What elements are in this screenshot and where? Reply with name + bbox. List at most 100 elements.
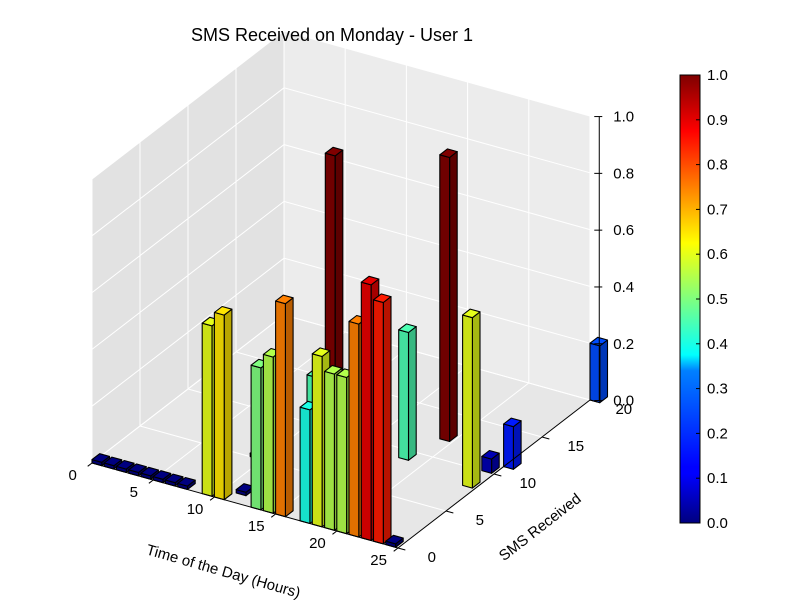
colorbar-tick-label: 0.0 [707,515,728,532]
colorbar-ticks: 0.0 0.1 0.2 0.3 0.4 0.5 0.6 0.7 0.8 0.9 1.0 [696,67,728,532]
y-tick-label: 15 [567,438,584,455]
bar-front [348,320,360,538]
bar [213,305,233,501]
bar-front [262,353,274,514]
bar-front [372,299,384,545]
y-tick-label: 10 [519,475,536,492]
y-axis-label: SMS Received [496,490,585,564]
z-tick-label: 0.8 [613,165,634,182]
bar [177,476,196,491]
bar [481,449,500,474]
bar [503,417,522,470]
bar-top [462,308,481,319]
x-tick-label: 15 [248,518,265,535]
colorbar-tick-label: 0.4 [707,336,728,353]
bar-top [503,417,522,428]
grid-line-z [91,144,591,293]
x-tick-label: 5 [130,484,138,501]
z-tick-label: 1.0 [613,109,634,126]
bar [439,148,458,443]
z-tick-label: 0.6 [613,222,634,239]
bar [589,336,609,404]
x-tick-mark [209,496,215,501]
colorbar-tick-label: 0.3 [707,381,728,398]
x-tick-mark [393,547,399,552]
colorbar-tick-label: 1.0 [707,67,728,84]
z-tick-label: 0.0 [613,393,634,410]
x-tick-mark [270,513,276,518]
bar-side [223,308,233,501]
colorbar-tick-label: 0.9 [707,112,728,129]
colorbar-tick-label: 0.6 [707,246,728,263]
x-tick-mark [148,479,154,484]
z-tick-label: 0.2 [613,336,634,353]
bar-front [201,322,213,497]
bar-side [407,326,417,461]
y-tick-mark [397,547,406,551]
bar-front [398,329,410,461]
bars-layer [91,146,609,548]
bar-top [91,453,111,463]
bar-top [164,473,184,484]
bar [462,308,481,489]
bar-front [213,311,225,501]
y-tick-mark [541,436,550,440]
bar-top [372,293,392,304]
bar-front [311,353,323,528]
bar [398,323,417,461]
bar-top [140,466,159,477]
grid-line-z [91,257,591,407]
bar [372,293,392,545]
bar-top [324,146,344,157]
colorbar-tick-label: 0.7 [707,201,728,218]
bar-side [471,311,481,489]
bar-top [360,275,380,286]
bar-front [275,300,286,518]
bar [275,294,294,518]
x-tick-mark [87,462,93,467]
bar-top [213,305,233,316]
y-tick-mark [493,473,502,477]
colorbar-tick-label: 0.2 [707,425,728,442]
bar-front [324,370,335,531]
bar-front [360,281,372,542]
colorbar-tick-label: 0.1 [707,470,728,487]
x-tick-mark [332,530,338,535]
bar-top [128,463,147,474]
bar-side [599,339,609,404]
bar-top [275,294,294,305]
bar-front [250,364,262,511]
grid-line-z [91,30,591,180]
bar-top [324,364,343,375]
bar-top [115,459,135,470]
bar-side [284,297,294,518]
y-tick-mark [589,399,598,403]
colorbar-tick-label: 0.8 [707,157,728,174]
y-tick-label: 0 [428,549,436,566]
bar-front [462,314,473,489]
bar-side [512,420,522,470]
chart-title: SMS Received on Monday - User 1 [191,25,473,45]
x-tick-label: 10 [187,501,204,518]
bar-top [385,534,404,545]
bar-top [103,456,123,467]
y-tick-label: 20 [615,401,632,418]
bar-top [152,470,172,480]
z-tick-label: 0.4 [613,279,634,296]
colorbar-tick-label: 0.5 [707,291,728,308]
bar-top [177,476,196,487]
y-tick-mark [445,510,454,514]
grid-line-z [91,87,591,237]
x-tick-label: 20 [309,535,326,552]
bar-side [382,296,392,545]
x-tick-label: 0 [68,467,76,484]
x-tick-label: 25 [370,552,387,569]
bar-top [398,323,417,334]
bar-side [449,151,458,443]
bar-front [439,154,451,443]
grid-line-z [91,200,591,350]
bar-front [589,342,601,404]
